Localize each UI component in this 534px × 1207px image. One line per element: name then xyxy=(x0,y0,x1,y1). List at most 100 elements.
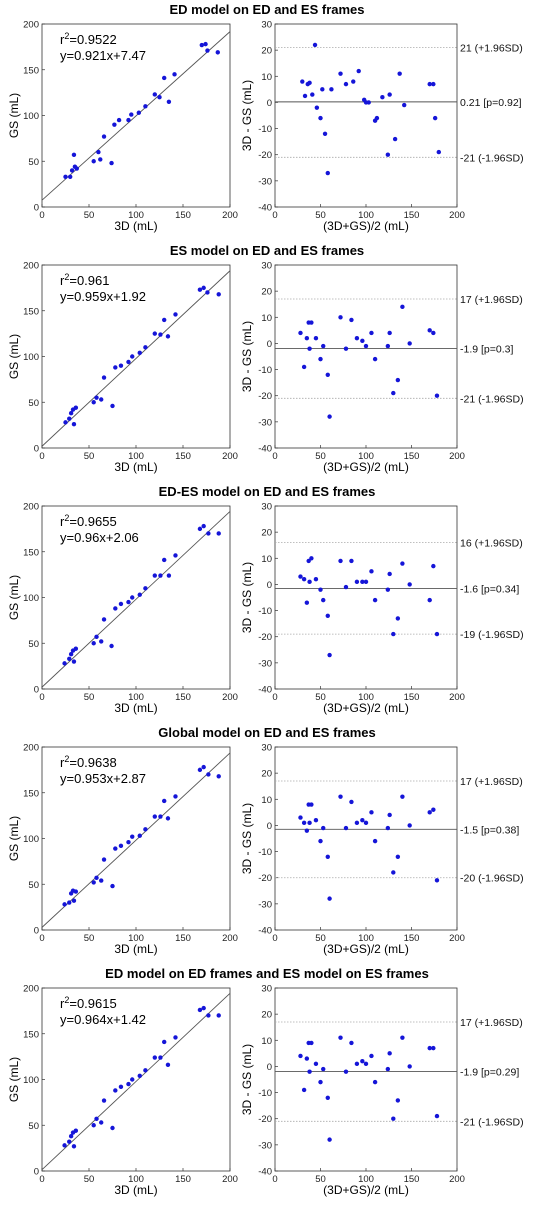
y-tick-label: 100 xyxy=(23,1075,39,1086)
x-axis-label: (3D+GS)/2 (mL) xyxy=(323,701,409,715)
data-point xyxy=(199,42,204,48)
row-title: Global model on ED and ES frames xyxy=(158,725,375,740)
data-point xyxy=(354,336,360,341)
data-point xyxy=(309,1040,314,1046)
y-axis-label: 3D - GS (mL) xyxy=(240,803,254,874)
data-point xyxy=(137,350,142,356)
regression-line xyxy=(41,992,231,1171)
y-tick-label: 0 xyxy=(267,98,272,109)
data-point xyxy=(112,122,117,127)
bland-altman-plot-area xyxy=(274,987,458,1172)
regression-line xyxy=(41,511,231,688)
r-squared-prefix: r xyxy=(60,32,65,47)
data-point xyxy=(349,558,354,564)
y-tick-label: -30 xyxy=(258,1140,272,1151)
bland-altman-panel: 0 50 100 150 200 -40 -30 -20 -10 0 10 20 30 (3D+GS)/2… xyxy=(240,502,524,716)
y-tick-label: 0 xyxy=(34,203,39,214)
data-point xyxy=(400,1035,405,1040)
data-point xyxy=(162,557,167,563)
data-point xyxy=(301,364,307,370)
data-point xyxy=(63,420,68,425)
data-point xyxy=(313,577,319,582)
y-tick-label: 0 xyxy=(267,1062,272,1073)
data-point xyxy=(172,72,177,77)
data-point xyxy=(71,152,77,158)
regression-equation: y=0.96x+2.06 xyxy=(60,530,139,545)
data-point xyxy=(385,343,391,349)
data-point xyxy=(67,416,72,421)
data-point xyxy=(363,1061,369,1067)
x-tick-label: 200 xyxy=(449,692,465,703)
data-point xyxy=(98,157,103,162)
data-point xyxy=(349,317,354,323)
y-tick-label: 0 xyxy=(34,1167,39,1178)
data-point xyxy=(130,354,135,359)
data-point xyxy=(369,330,374,336)
bland-altman-panel: 0 50 100 150 200 -40 -30 -20 -10 0 10 20 30 (3D+GS)/2… xyxy=(240,20,524,234)
data-point xyxy=(110,883,115,889)
y-tick-label: -10 xyxy=(258,847,272,858)
lower-limit-label: -21 (-1.96SD) xyxy=(460,393,524,405)
data-point xyxy=(407,823,412,828)
y-tick-label: 100 xyxy=(23,834,39,845)
data-point xyxy=(91,159,96,164)
y-tick-label: 50 xyxy=(28,1121,39,1132)
y-tick-label: 150 xyxy=(23,65,39,76)
data-point xyxy=(407,341,412,346)
data-point xyxy=(301,577,307,582)
y-tick-label: 20 xyxy=(261,1010,272,1021)
x-axis-label: 3D (mL) xyxy=(114,219,157,233)
data-point xyxy=(318,587,323,592)
x-tick-label: 0 xyxy=(39,933,44,944)
x-tick-label: 150 xyxy=(404,451,420,462)
data-point xyxy=(113,846,118,851)
data-point xyxy=(143,345,148,350)
y-tick-label: -40 xyxy=(258,203,272,214)
data-point xyxy=(91,880,96,885)
data-point xyxy=(312,42,318,48)
mean-difference-label: -1.5 [p=0.38] xyxy=(460,824,519,836)
data-point xyxy=(109,160,114,166)
data-point xyxy=(307,820,312,826)
data-point xyxy=(304,600,310,605)
data-point xyxy=(165,816,171,821)
data-point xyxy=(201,285,206,291)
x-tick-label: 100 xyxy=(358,1174,374,1185)
data-point xyxy=(91,400,96,405)
data-point xyxy=(118,1084,124,1090)
data-point xyxy=(197,287,203,292)
data-point xyxy=(216,1013,221,1018)
lower-limit-label: -20 (-1.96SD) xyxy=(460,873,524,885)
x-tick-label: 0 xyxy=(272,692,277,703)
data-point xyxy=(162,798,167,804)
y-tick-label: 30 xyxy=(261,20,272,31)
mean-difference-label: -1.9 [p=0.3] xyxy=(460,343,513,355)
data-point xyxy=(322,131,328,136)
x-tick-label: 50 xyxy=(315,451,326,462)
y-tick-label: 30 xyxy=(261,502,272,513)
data-point xyxy=(166,573,172,578)
y-tick-label: 200 xyxy=(23,261,39,272)
data-point xyxy=(369,1053,374,1059)
data-point xyxy=(300,79,305,84)
data-point xyxy=(118,363,124,368)
data-point xyxy=(385,825,391,831)
data-point xyxy=(372,356,378,362)
data-point xyxy=(313,336,319,341)
y-tick-label: 10 xyxy=(261,313,272,324)
data-point xyxy=(173,312,178,317)
data-point xyxy=(206,772,211,777)
y-axis-label: 3D - GS (mL) xyxy=(240,1044,254,1115)
data-point xyxy=(302,93,308,99)
data-point xyxy=(349,799,354,805)
x-tick-label: 200 xyxy=(449,933,465,944)
data-point xyxy=(372,1079,378,1085)
data-point xyxy=(313,1061,319,1067)
data-point xyxy=(395,1098,401,1103)
data-point xyxy=(374,115,380,121)
y-axis-label: 3D - GS (mL) xyxy=(240,321,254,392)
x-tick-label: 50 xyxy=(84,1174,95,1185)
r-squared-value: =0.9655 xyxy=(69,514,116,529)
data-point xyxy=(391,870,396,875)
